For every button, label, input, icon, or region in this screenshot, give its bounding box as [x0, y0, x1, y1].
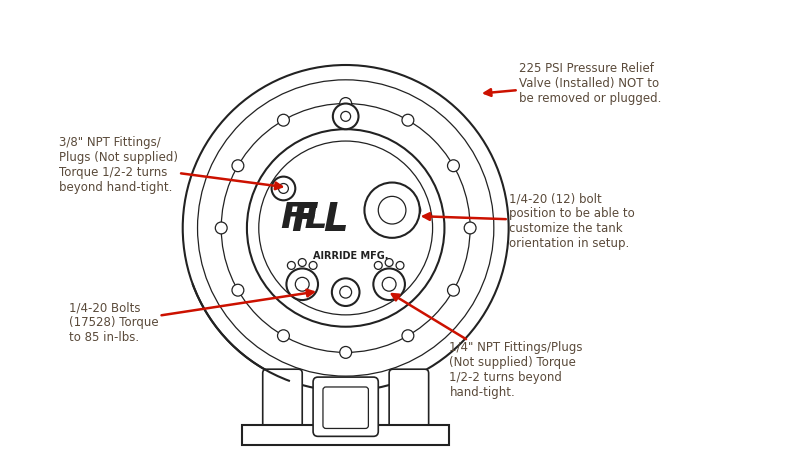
- Text: 225 PSI Pressure Relief
Valve (Installed) NOT to
be removed or plugged.: 225 PSI Pressure Relief Valve (Installed…: [485, 62, 661, 105]
- Circle shape: [447, 160, 459, 171]
- FancyBboxPatch shape: [313, 377, 378, 436]
- Circle shape: [385, 259, 393, 266]
- Circle shape: [182, 65, 509, 391]
- Circle shape: [332, 279, 359, 306]
- FancyBboxPatch shape: [389, 369, 429, 432]
- FancyBboxPatch shape: [262, 369, 302, 432]
- Circle shape: [278, 184, 288, 194]
- Text: L: L: [323, 201, 348, 239]
- Circle shape: [286, 269, 318, 300]
- Circle shape: [396, 261, 404, 270]
- Circle shape: [278, 330, 290, 342]
- Circle shape: [215, 222, 227, 234]
- Circle shape: [272, 176, 295, 200]
- Circle shape: [402, 330, 414, 342]
- FancyBboxPatch shape: [323, 387, 368, 428]
- Text: AIRRIDE MFG.: AIRRIDE MFG.: [313, 251, 388, 261]
- Circle shape: [341, 112, 350, 122]
- Text: 3/8" NPT Fittings/
Plugs (Not supplied)
Torque 1/2-2 turns
beyond hand-tight.: 3/8" NPT Fittings/ Plugs (Not supplied) …: [59, 136, 282, 194]
- Circle shape: [464, 222, 476, 234]
- Text: 1/4-20 Bolts
(17528) Torque
to 85 in-lbs.: 1/4-20 Bolts (17528) Torque to 85 in-lbs…: [69, 290, 314, 344]
- Circle shape: [247, 129, 445, 327]
- Circle shape: [382, 277, 396, 291]
- Circle shape: [287, 261, 295, 270]
- Circle shape: [340, 98, 352, 109]
- Text: 1/4-20 (12) bolt
position to be able to
customize the tank
orientation in setup.: 1/4-20 (12) bolt position to be able to …: [423, 193, 634, 250]
- Circle shape: [340, 346, 352, 358]
- Circle shape: [309, 261, 317, 270]
- Circle shape: [374, 261, 382, 270]
- Circle shape: [295, 277, 309, 291]
- Circle shape: [374, 269, 405, 300]
- Text: 1/4" NPT Fittings/Plugs
(Not supplied) Torque
1/2-2 turns beyond
hand-tight.: 1/4" NPT Fittings/Plugs (Not supplied) T…: [392, 294, 583, 399]
- Circle shape: [232, 284, 244, 296]
- Circle shape: [340, 286, 352, 298]
- Text: F: F: [291, 201, 318, 239]
- Circle shape: [298, 259, 306, 266]
- Circle shape: [365, 183, 420, 238]
- Circle shape: [402, 114, 414, 126]
- Circle shape: [333, 104, 358, 129]
- Circle shape: [232, 160, 244, 171]
- Bar: [242, 426, 450, 445]
- Text: FL: FL: [280, 201, 328, 235]
- Circle shape: [447, 284, 459, 296]
- Circle shape: [409, 204, 421, 216]
- Circle shape: [278, 114, 290, 126]
